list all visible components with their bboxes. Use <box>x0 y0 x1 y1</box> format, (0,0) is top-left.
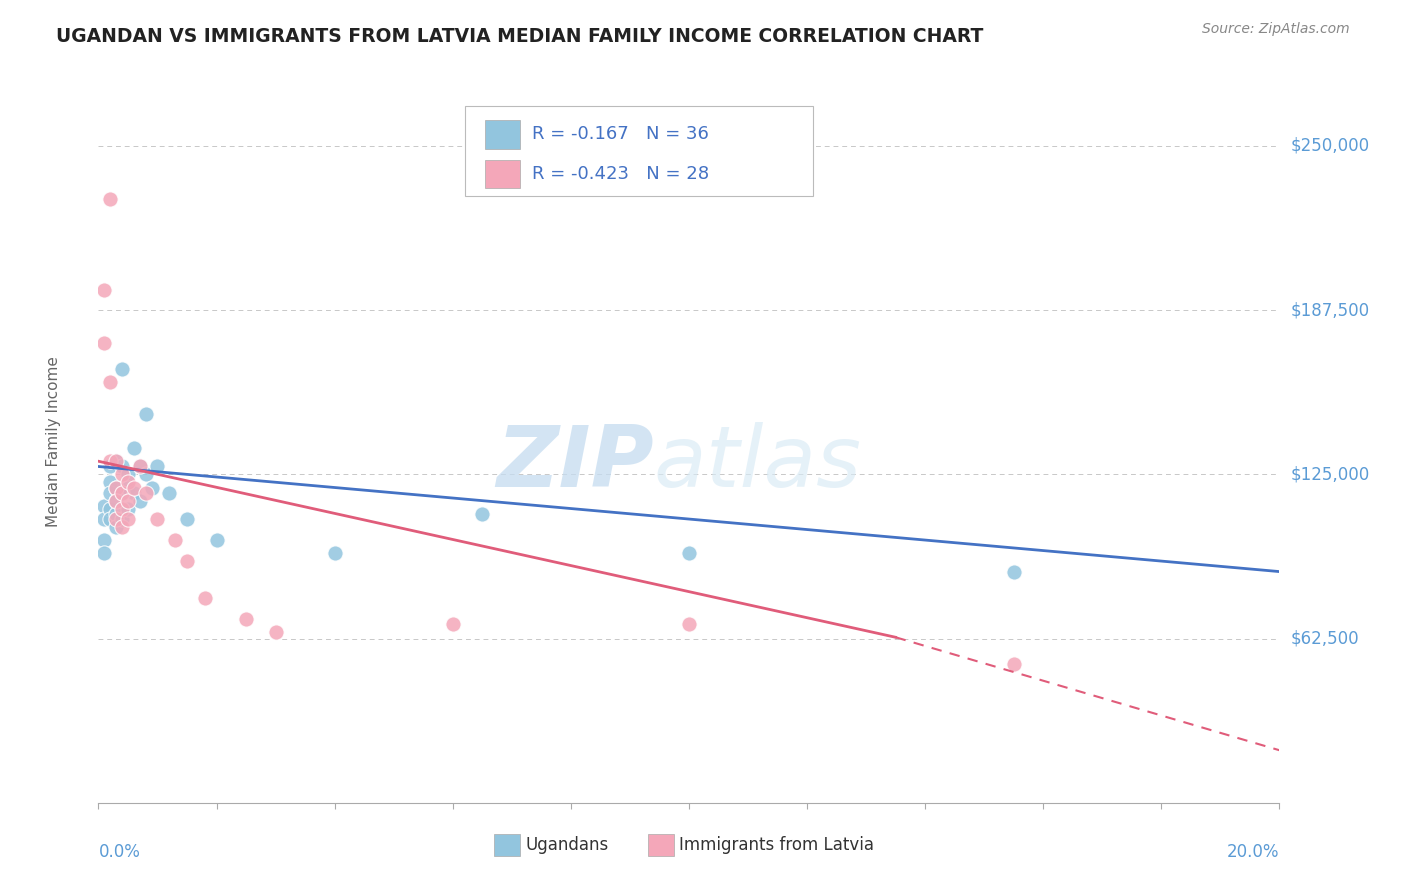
Point <box>117 481 139 495</box>
Point <box>105 512 128 526</box>
FancyBboxPatch shape <box>464 105 813 196</box>
Point <box>111 512 134 526</box>
Point <box>122 485 145 500</box>
Text: UGANDAN VS IMMIGRANTS FROM LATVIA MEDIAN FAMILY INCOME CORRELATION CHART: UGANDAN VS IMMIGRANTS FROM LATVIA MEDIAN… <box>56 27 984 45</box>
Point <box>122 441 145 455</box>
Point <box>146 459 169 474</box>
Point <box>111 485 134 500</box>
Point <box>117 512 139 526</box>
Point <box>105 481 128 495</box>
Text: Source: ZipAtlas.com: Source: ZipAtlas.com <box>1202 22 1350 37</box>
Text: $250,000: $250,000 <box>1291 137 1369 155</box>
Point <box>117 501 139 516</box>
Point <box>111 520 134 534</box>
Point <box>264 625 287 640</box>
Point <box>135 467 157 482</box>
Point <box>98 376 121 390</box>
Point <box>157 485 180 500</box>
Point <box>165 533 187 547</box>
Point <box>93 336 115 351</box>
Text: 20.0%: 20.0% <box>1227 843 1279 861</box>
Point <box>176 512 198 526</box>
Point <box>141 481 163 495</box>
Point <box>441 617 464 632</box>
Point <box>176 554 198 568</box>
Point <box>117 467 139 482</box>
Point <box>128 459 150 474</box>
Bar <box>494 834 520 855</box>
Text: R = -0.423   N = 28: R = -0.423 N = 28 <box>531 165 709 183</box>
Point <box>98 454 121 468</box>
Bar <box>485 160 520 188</box>
Text: $187,500: $187,500 <box>1291 301 1369 319</box>
Point <box>93 533 115 547</box>
Point <box>205 533 228 547</box>
Point <box>1002 565 1025 579</box>
Text: Median Family Income: Median Family Income <box>46 356 60 527</box>
Point <box>678 617 700 632</box>
Point <box>323 546 346 560</box>
Point <box>98 475 121 490</box>
Point <box>1002 657 1025 671</box>
Point <box>146 512 169 526</box>
Point <box>98 192 121 206</box>
Point <box>135 407 157 421</box>
Text: atlas: atlas <box>654 422 862 505</box>
Point <box>93 512 115 526</box>
Text: ZIP: ZIP <box>496 422 654 505</box>
Point <box>98 512 121 526</box>
Text: $125,000: $125,000 <box>1291 466 1369 483</box>
Point <box>93 284 115 298</box>
Point <box>105 493 128 508</box>
Point <box>105 454 128 468</box>
Text: Immigrants from Latvia: Immigrants from Latvia <box>679 836 875 854</box>
Point <box>98 501 121 516</box>
Point <box>111 362 134 376</box>
Point <box>111 501 134 516</box>
Point <box>105 454 128 468</box>
Point <box>105 507 128 521</box>
Point <box>111 459 134 474</box>
Text: $62,500: $62,500 <box>1291 630 1360 648</box>
Point <box>235 612 257 626</box>
Point <box>111 485 134 500</box>
Point <box>111 467 134 482</box>
Point <box>135 485 157 500</box>
Bar <box>485 120 520 149</box>
Point <box>117 475 139 490</box>
Point <box>471 507 494 521</box>
Text: R = -0.167   N = 36: R = -0.167 N = 36 <box>531 125 709 143</box>
Bar <box>648 834 673 855</box>
Point <box>194 591 217 605</box>
Point <box>105 493 128 508</box>
Point <box>98 459 121 474</box>
Point <box>122 481 145 495</box>
Point <box>117 493 139 508</box>
Text: 0.0%: 0.0% <box>98 843 141 861</box>
Point <box>93 546 115 560</box>
Point <box>678 546 700 560</box>
Point <box>93 499 115 513</box>
Point <box>98 485 121 500</box>
Text: Ugandans: Ugandans <box>526 836 609 854</box>
Point <box>128 459 150 474</box>
Point <box>105 520 128 534</box>
Point <box>105 481 128 495</box>
Point <box>128 493 150 508</box>
